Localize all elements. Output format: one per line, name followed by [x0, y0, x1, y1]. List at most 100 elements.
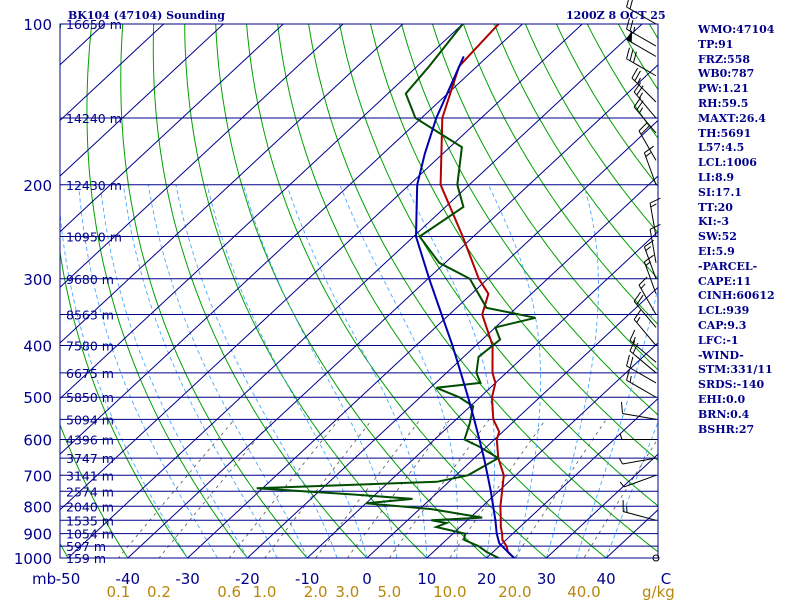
mixing-ratio-label: 2.0 — [304, 583, 328, 600]
height-label: 9680 m — [66, 272, 114, 287]
temperature-label: -30 — [175, 570, 200, 588]
height-label: 8563 m — [66, 308, 114, 323]
pressure-label: 300 — [23, 271, 52, 289]
height-label: 3141 m — [66, 468, 114, 483]
moist-adiabat — [487, 184, 542, 558]
index-item: CAP:9.3 — [698, 318, 747, 332]
dry-adiabat — [120, 24, 308, 558]
height-label: 7580 m — [66, 339, 114, 354]
temperature-label: C — [661, 570, 671, 588]
mixing-ratio-label: 0.1 — [106, 583, 130, 600]
height-label: 6675 m — [66, 366, 114, 381]
index-item: BRN:0.4 — [698, 407, 750, 421]
pressure-label: 500 — [23, 389, 52, 407]
isotherm — [306, 231, 658, 558]
isotherm — [366, 286, 658, 558]
dry-adiabat — [86, 24, 249, 558]
temperature-label: 0 — [362, 570, 372, 588]
temperature-label: -20 — [235, 570, 260, 588]
isotherm — [186, 119, 658, 558]
index-item: CAPE:11 — [698, 274, 752, 288]
isotherm — [60, 24, 404, 344]
parcel-trace — [414, 55, 515, 558]
mixing-ratio-label: 0.6 — [217, 583, 241, 600]
dry-adiabat — [60, 423, 129, 558]
height-label: 159 m — [66, 551, 106, 566]
height-label: 2040 m — [66, 499, 114, 514]
pressure-label: 900 — [23, 526, 52, 544]
temperature-label: 10 — [417, 570, 436, 588]
temperature-label: -50 — [56, 570, 81, 588]
moist-adiabat — [147, 184, 308, 558]
wind-barb — [620, 402, 657, 420]
mixing-ratio-line — [228, 419, 340, 558]
wind-barb — [643, 239, 657, 279]
temperature-label: -10 — [295, 570, 320, 588]
dry-adiabat — [400, 24, 658, 416]
height-label: 5094 m — [66, 412, 114, 427]
index-item: CINH:60612 — [698, 289, 775, 303]
moist-adiabat — [339, 184, 459, 558]
isotherm — [60, 24, 584, 511]
dry-adiabat — [431, 24, 658, 371]
pressure-label: 100 — [23, 16, 52, 34]
mixing-ratio-label: 10.0 — [433, 583, 466, 600]
dewpoint-trace — [256, 24, 536, 558]
height-label: 4396 m — [66, 433, 114, 448]
height-label: 2574 m — [66, 484, 114, 499]
dry-adiabat — [795, 12, 800, 569]
index-item: WB0:787 — [698, 67, 755, 81]
plot-frame — [59, 23, 659, 559]
index-item: EI:5.9 — [698, 244, 735, 258]
wind-barb — [626, 29, 657, 57]
height-label: 1535 m — [66, 513, 114, 528]
chart-datetime: 1200Z 8 OCT 25 — [566, 9, 666, 22]
isotherm — [60, 24, 225, 177]
index-item: EHI:0.0 — [698, 392, 746, 406]
index-item: SI:17.1 — [698, 185, 742, 199]
wind-barb — [649, 223, 661, 263]
index-item: -PARCEL- — [698, 259, 758, 273]
moist-adiabat — [545, 184, 599, 558]
wind-barb — [649, 197, 661, 237]
index-item: TT:20 — [698, 200, 733, 214]
isotherm — [60, 24, 285, 233]
index-item: LCL:1006 — [698, 156, 757, 170]
wind-barb — [626, 369, 657, 398]
isotherm — [60, 24, 524, 455]
dry-adiabat — [308, 24, 658, 553]
mixing-ratio-label: 1.0 — [253, 583, 277, 600]
plot-area — [0, 12, 800, 569]
index-item: WMO:47104 — [698, 23, 775, 36]
height-label: 597 m — [66, 539, 106, 554]
pressure-label: 1000 — [14, 550, 52, 568]
moist-adiabat — [206, 184, 368, 558]
pressure-label: 800 — [23, 498, 52, 516]
index-item: -WIND- — [698, 348, 744, 362]
isotherm — [67, 24, 643, 558]
isotherm — [426, 342, 658, 558]
temperature-label: -40 — [116, 570, 141, 588]
index-item: FRZ:558 — [698, 52, 751, 66]
wind-barb — [619, 474, 657, 488]
wind-barb — [619, 433, 656, 441]
mixing-ratio-label: 40.0 — [567, 583, 600, 600]
wind-barb — [633, 291, 657, 328]
indices-panel: WMO:47104 TP:91 FRZ:558 WB0:787 PW:1.21 RH:59… — [698, 23, 775, 437]
index-item: MAXT:26.4 — [698, 111, 766, 125]
wind-barb — [622, 500, 657, 521]
isotherm — [60, 24, 464, 400]
moist-adiabat — [575, 285, 658, 558]
index-item: LI:8.9 — [698, 170, 735, 184]
isotherm — [545, 453, 658, 558]
dry-adiabat — [277, 24, 607, 558]
height-label: 14240 m — [66, 111, 122, 126]
height-label: 10950 m — [66, 229, 122, 244]
temperature-label: 40 — [597, 570, 616, 588]
height-label: 16650 m — [66, 17, 122, 32]
isotherm — [0, 12, 57, 569]
pressure-label: 700 — [23, 467, 52, 485]
index-item: L57:4.5 — [698, 141, 745, 155]
temperature-trace — [439, 24, 518, 558]
